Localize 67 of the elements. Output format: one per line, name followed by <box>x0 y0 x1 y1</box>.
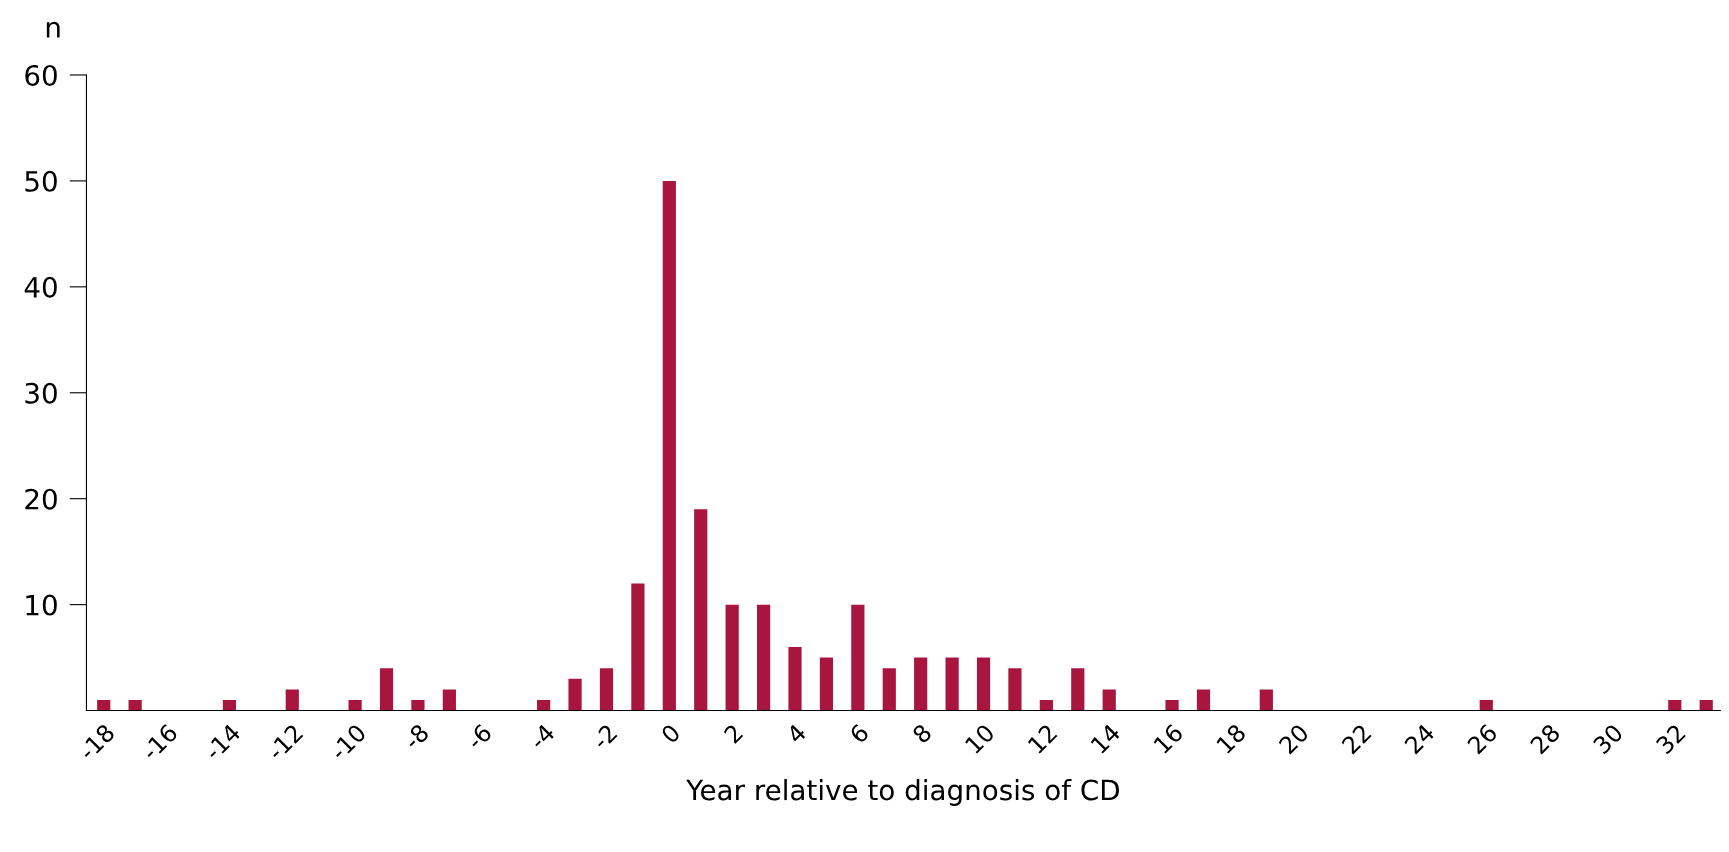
bar <box>1259 689 1273 711</box>
bar <box>756 604 771 711</box>
bar <box>537 699 551 711</box>
x-tick-label: -16 <box>140 723 179 762</box>
x-tick-label: -14 <box>203 723 242 761</box>
x-axis-title: Year relative to diagnosis of CD <box>686 778 1119 806</box>
bar <box>976 657 991 711</box>
bar <box>1008 668 1022 711</box>
bar <box>851 604 865 711</box>
x-tick-label: 18 <box>1215 723 1247 755</box>
x-tick-label: 22 <box>1340 723 1372 755</box>
x-tick-label: -4 <box>528 723 556 751</box>
y-tick-label: 10 <box>26 594 57 616</box>
bar <box>442 689 456 711</box>
y-tick-label: 30 <box>25 382 57 404</box>
bar <box>914 657 928 711</box>
bar <box>1196 689 1211 711</box>
bar <box>694 509 708 711</box>
x-tick-label: 2 <box>723 723 744 744</box>
x-tick-label: 4 <box>785 723 807 745</box>
bar <box>788 647 802 711</box>
x-tick-label: 16 <box>1152 723 1184 755</box>
bar <box>97 699 111 711</box>
x-tick-label: -6 <box>465 723 493 751</box>
bar <box>128 699 142 711</box>
bar <box>819 657 834 711</box>
bar <box>348 699 362 711</box>
y-tick-label: 20 <box>25 488 57 510</box>
y-tick-label: 40 <box>24 276 57 298</box>
x-tick-label: 28 <box>1529 723 1561 755</box>
bar <box>1102 689 1116 711</box>
x-tick-label: 8 <box>911 723 933 745</box>
bar <box>945 657 959 711</box>
x-tick-label: 32 <box>1655 723 1687 755</box>
bar <box>222 699 237 711</box>
x-tick-label: -12 <box>266 723 304 761</box>
y-tick-label: 50 <box>25 170 57 192</box>
bar <box>1071 668 1085 711</box>
bar <box>1479 699 1493 711</box>
bar <box>1699 699 1713 711</box>
bar <box>631 583 645 711</box>
x-tick-label: -10 <box>328 723 367 762</box>
bar <box>568 678 582 711</box>
bar <box>285 689 299 711</box>
x-tick-label: -18 <box>77 723 116 762</box>
x-tick-label: 6 <box>848 723 870 745</box>
x-tick-label: 26 <box>1466 723 1499 755</box>
bar <box>379 668 394 711</box>
x-tick-label: -2 <box>590 723 618 751</box>
bar <box>882 668 896 711</box>
x-tick-label: 0 <box>660 723 682 745</box>
x-tick-label: 10 <box>964 723 996 755</box>
y-axis-title: n <box>46 21 60 38</box>
x-tick-label: -8 <box>402 723 430 751</box>
bar <box>1165 699 1179 711</box>
y-tick-label: 60 <box>25 64 57 86</box>
x-tick-label: 14 <box>1090 723 1121 754</box>
x-tick-label: 20 <box>1278 723 1310 755</box>
x-tick-label: 24 <box>1403 722 1436 755</box>
bar <box>599 668 614 711</box>
x-tick-label: 30 <box>1592 723 1624 755</box>
bar <box>1039 699 1053 711</box>
bar <box>1668 699 1682 711</box>
x-tick-label: 12 <box>1027 723 1058 754</box>
bar <box>725 604 739 711</box>
bar <box>411 699 425 711</box>
bar <box>662 180 676 711</box>
